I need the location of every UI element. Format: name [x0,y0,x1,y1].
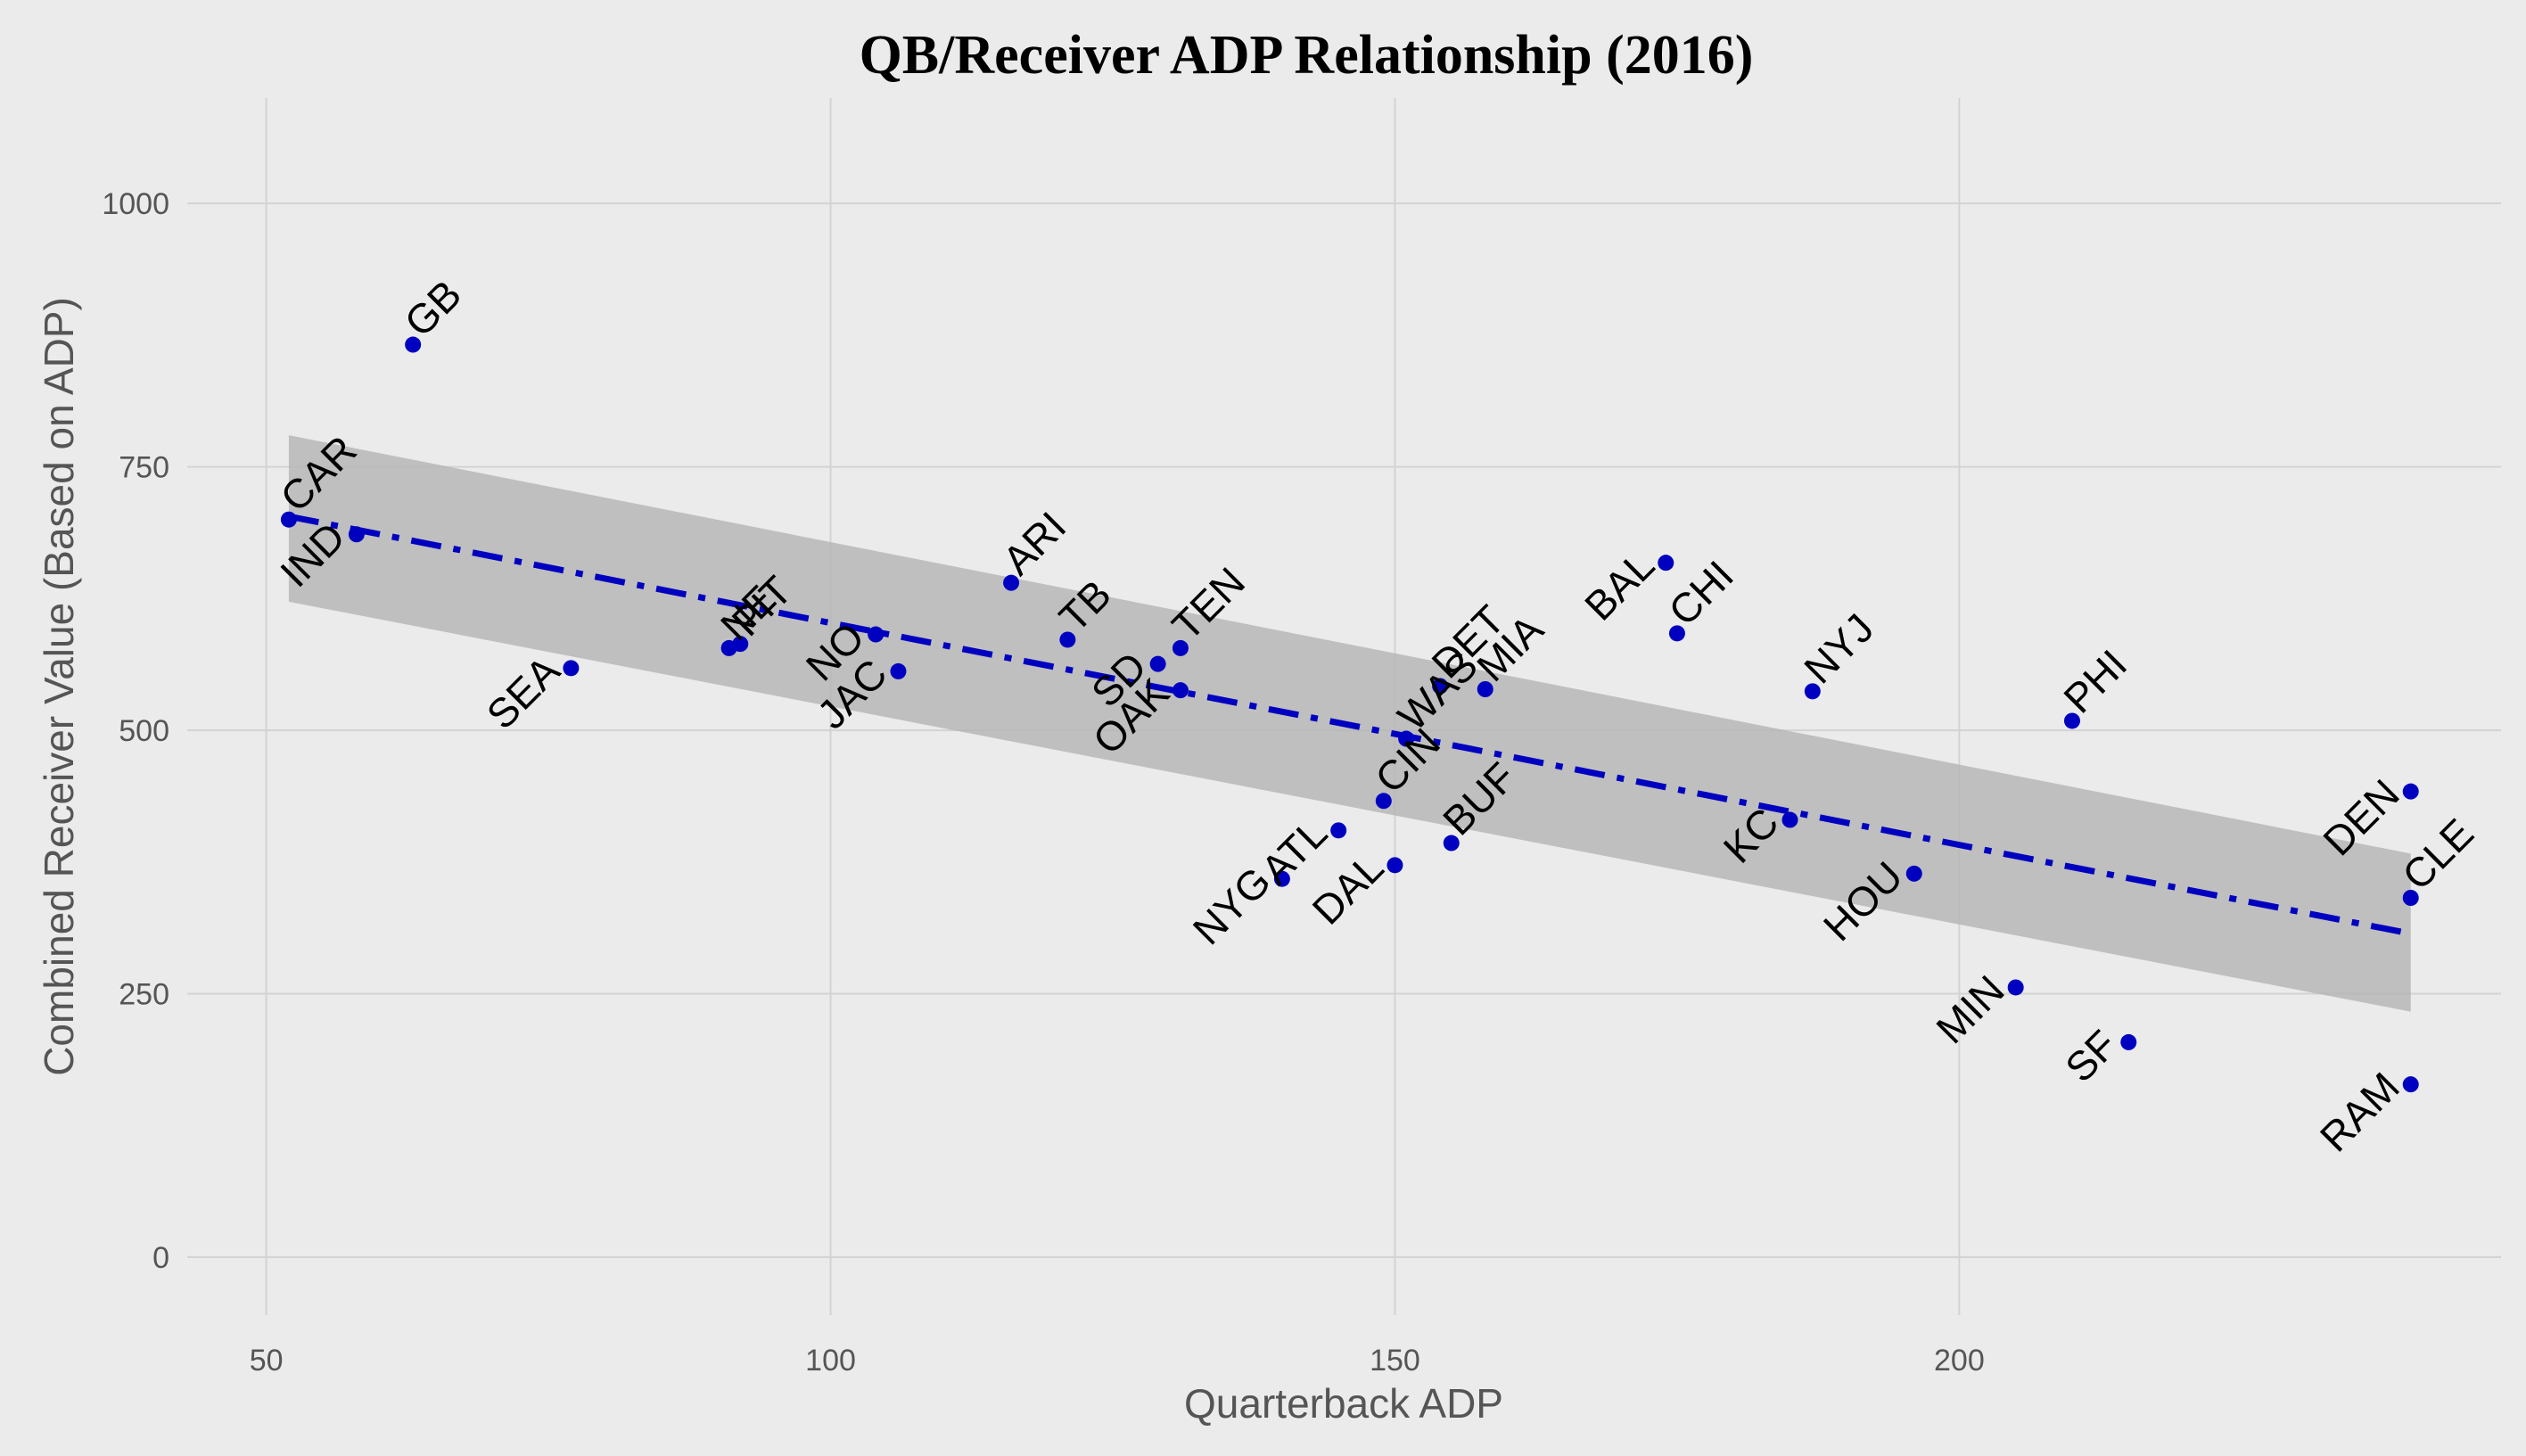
regression-line-layer [288,513,2412,937]
data-point [1059,631,1076,648]
x-tick-label: 150 [1370,1344,1420,1378]
tick-labels: 50 100 150 200 0 250 500 750 1000 [102,187,1984,1378]
data-point [348,526,365,543]
x-axis-label: Quarterback ADP [1184,1380,1503,1427]
data-point [1003,574,1020,591]
y-tick-label: 0 [152,1241,169,1275]
data-point [1330,822,1347,839]
data-point [2120,1033,2137,1050]
data-point [1477,681,1493,697]
chart-title: QB/Receiver ADP Relationship (2016) [860,25,1754,86]
data-point [1668,625,1685,642]
data-point [1172,639,1189,656]
data-point [1905,865,1922,882]
data-point [1149,655,1166,672]
data-point [868,626,885,643]
y-tick-label: 1000 [102,187,169,221]
data-point [2063,712,2080,729]
data-point [1432,678,1449,695]
data-point [1398,730,1415,747]
data-point [280,511,297,528]
data-point [2402,890,2419,906]
data-point [1375,793,1392,810]
data-point [1273,870,1290,887]
data-point [890,662,907,679]
y-tick-label: 250 [119,978,169,1012]
data-point [1172,682,1189,699]
data-point [2402,783,2419,800]
data-point [1658,555,1674,572]
data-point [1443,835,1460,851]
y-axis-label: Combined Receiver Value (Based on ADP) [36,297,82,1076]
data-point [2402,1076,2419,1093]
x-tick-label: 50 [250,1344,284,1378]
data-point [732,636,749,653]
data-point [1804,683,1821,700]
data-point [405,336,422,353]
regression-line [288,513,2412,937]
data-point [1386,857,1403,874]
data-point [2007,979,2024,996]
y-tick-label: 500 [119,714,169,748]
y-tick-label: 750 [119,451,169,485]
x-tick-label: 100 [805,1344,856,1378]
data-point [563,660,580,677]
data-points [280,336,2419,1093]
x-tick-label: 200 [1934,1344,1985,1378]
data-point [1781,811,1798,828]
